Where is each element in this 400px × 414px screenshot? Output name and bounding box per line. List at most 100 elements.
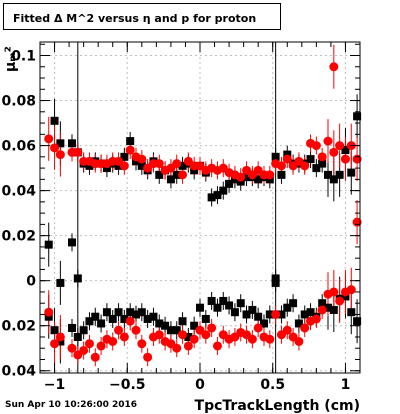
data-point-square [277, 310, 286, 319]
data-point-circle [154, 159, 164, 169]
data-point-square [184, 332, 193, 341]
data-point-square [126, 308, 135, 317]
data-point-square [102, 164, 111, 173]
data-point-square [97, 319, 106, 328]
data-point-square [283, 150, 292, 159]
data-point-circle [125, 145, 135, 155]
data-point-square [201, 314, 210, 323]
data-point-circle [79, 345, 89, 355]
chart-title: Fitted Δ M^2 versus η and p for proton [13, 12, 257, 25]
data-point-square [312, 164, 321, 173]
data-point-square [132, 310, 140, 319]
title-box: Fitted Δ M^2 versus η and p for proton [3, 3, 281, 30]
y-axis-label: μₘ² [3, 46, 19, 72]
data-point-square [219, 186, 228, 195]
data-point-square [79, 326, 88, 335]
data-point-square [137, 308, 146, 317]
data-point-square [271, 152, 280, 161]
data-point-square [242, 173, 251, 182]
data-point-square [329, 175, 338, 184]
data-point-square [166, 326, 175, 335]
data-point-circle [154, 330, 164, 340]
data-point-square [353, 112, 362, 121]
axis-ticks: −1 −0.5 0 0.5 1 −0.04 −0.02 0 0.02 0.04 0.06 0.08 0.… [0, 42, 361, 393]
data-point-square [68, 238, 76, 247]
data-point-square [219, 296, 228, 305]
data-point-circle [329, 147, 339, 157]
data-point-square [166, 175, 175, 184]
data-point-square [225, 301, 234, 310]
data-point-square [225, 179, 234, 188]
data-point-square [230, 175, 239, 184]
data-point-circle [335, 296, 345, 306]
data-point-circle [50, 339, 60, 349]
data-point-circle [44, 134, 54, 144]
data-point-square [172, 326, 181, 335]
data-point-circle [236, 172, 246, 182]
data-point-square [236, 299, 245, 308]
x-tick-label: −1 [44, 377, 65, 393]
data-point-circle [276, 161, 286, 171]
data-point-square [329, 305, 338, 314]
data-point-square [114, 308, 123, 317]
data-point-circle [323, 136, 333, 146]
data-point-square [318, 299, 327, 308]
data-point-circle [73, 147, 83, 157]
data-point-square [178, 161, 187, 170]
data-point-square [132, 157, 140, 166]
data-point-circle [131, 325, 141, 335]
data-point-circle [265, 170, 275, 180]
data-point-circle [282, 154, 292, 164]
data-point-circle [189, 334, 199, 344]
data-point-square [126, 137, 135, 146]
y-tick-label: 0.1 [11, 49, 36, 65]
data-point-square [73, 274, 82, 283]
data-point-circle [143, 352, 153, 362]
data-point-circle [55, 332, 65, 342]
data-point-square [56, 337, 65, 346]
data-point-square [50, 326, 59, 335]
x-tick-label: 0.5 [260, 377, 285, 393]
data-point-circle [317, 305, 327, 315]
data-point-circle [96, 341, 106, 351]
data-point-circle [247, 334, 257, 344]
data-point-circle [172, 159, 182, 169]
data-point-circle [201, 330, 211, 340]
data-point-square [190, 166, 199, 175]
data-point-circle [265, 334, 275, 344]
data-point-circle [207, 323, 217, 333]
data-point-square [271, 278, 280, 287]
data-point-square [85, 161, 94, 170]
data-point-square [102, 308, 111, 317]
data-point-square [254, 175, 263, 184]
data-point-square [294, 319, 303, 328]
data-point-circle [178, 330, 188, 340]
data-point-square [143, 314, 152, 323]
y-tick-label: 0.04 [1, 184, 36, 200]
data-point-circle [253, 323, 263, 333]
data-point-square [56, 139, 65, 148]
data-point-circle [294, 336, 304, 346]
data-point-square [50, 116, 59, 125]
data-point-square [306, 155, 315, 164]
data-point-square [341, 146, 350, 155]
data-point-square [260, 319, 268, 328]
y-tick-label: 0.06 [1, 139, 36, 155]
data-point-square [108, 314, 117, 323]
data-point-square [44, 240, 53, 249]
data-point-square [137, 161, 146, 170]
data-markers [44, 62, 362, 362]
data-point-square [213, 191, 222, 200]
data-point-circle [108, 336, 118, 346]
data-point-square [68, 139, 76, 148]
data-point-square [347, 308, 356, 317]
data-point-circle [67, 343, 77, 353]
data-point-square [300, 310, 309, 319]
data-point-square [242, 310, 251, 319]
data-point-square [56, 278, 65, 287]
data-point-circle [300, 161, 310, 171]
data-point-square [289, 299, 298, 308]
data-point-square [207, 296, 216, 305]
data-point-square [155, 170, 164, 179]
